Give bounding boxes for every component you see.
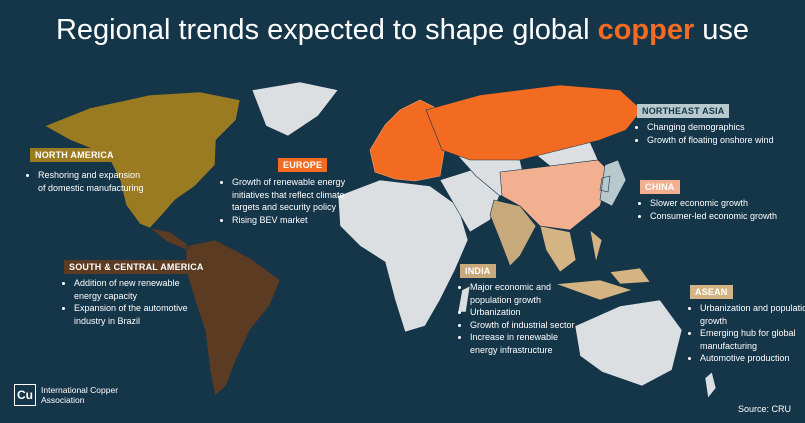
bullet: Growth of floating onshore wind	[647, 134, 805, 147]
bullet: Increase in renewable energy infrastruct…	[470, 331, 585, 356]
region-label: NORTHEAST ASIA	[637, 104, 730, 118]
bullet: Emerging hub for global manufacturing	[700, 327, 805, 352]
bullet-list: Changing demographicsGrowth of floating …	[637, 121, 805, 146]
australia	[574, 299, 683, 387]
bullet-list: Growth of renewable energy initiatives t…	[222, 176, 362, 226]
africa	[337, 179, 469, 333]
bullet: Urbanization and population growth	[700, 302, 805, 327]
bullet-list: Slower economic growthConsumer-led econo…	[640, 197, 800, 222]
bullet: Major economic and population growth	[470, 281, 585, 306]
region-label: ASEAN	[690, 285, 733, 299]
india	[489, 199, 537, 267]
bullet-list: Addition of new renewable energy capacit…	[64, 277, 204, 327]
region-label: INDIA	[460, 264, 496, 278]
title-text: Regional trends expected to shape global	[55, 14, 590, 46]
region-label: SOUTH & CENTRAL AMERICA	[64, 260, 209, 274]
bullet: Addition of new renewable energy capacit…	[74, 277, 204, 302]
china	[499, 159, 611, 231]
bullet-list: Urbanization and population growthEmergi…	[690, 302, 805, 365]
bullet: Urbanization	[470, 306, 585, 319]
greenland	[251, 81, 339, 137]
bullet: Rising BEV market	[232, 214, 362, 227]
source-note: Source: CRU	[737, 404, 791, 414]
bullet: Changing demographics	[647, 121, 805, 134]
logo-mark: Cu	[14, 384, 36, 406]
northeast-asia	[599, 159, 627, 207]
bullet: Expansion of the automotive industry in …	[74, 302, 204, 327]
new-zealand	[704, 371, 717, 399]
bullet-list: Reshoring and expansion of domestic manu…	[28, 169, 150, 194]
bullet: Reshoring and expansion of domestic manu…	[38, 169, 150, 194]
bullet: Growth of industrial sector	[470, 319, 585, 332]
title-highlight: copper	[597, 14, 695, 46]
organization-name: International Copper Association	[41, 385, 119, 405]
bullet: Automotive production	[700, 352, 805, 365]
south-central-america	[149, 227, 281, 397]
title: Regional trends expected to shape global…	[0, 14, 805, 47]
region-label: EUROPE	[278, 158, 328, 172]
bullet-list: Major economic and population growthUrba…	[460, 281, 585, 356]
russia	[425, 84, 643, 161]
region-label: NORTH AMERICA	[30, 148, 119, 162]
logo: Cu International Copper Association	[14, 384, 121, 406]
bullet: Growth of renewable energy initiatives t…	[232, 176, 362, 214]
bullet: Consumer-led economic growth	[650, 210, 800, 223]
madagascar	[457, 285, 471, 313]
title-text: use	[702, 14, 750, 46]
bullet: Slower economic growth	[650, 197, 800, 210]
region-label: CHINA	[640, 180, 680, 194]
asean	[539, 225, 651, 301]
